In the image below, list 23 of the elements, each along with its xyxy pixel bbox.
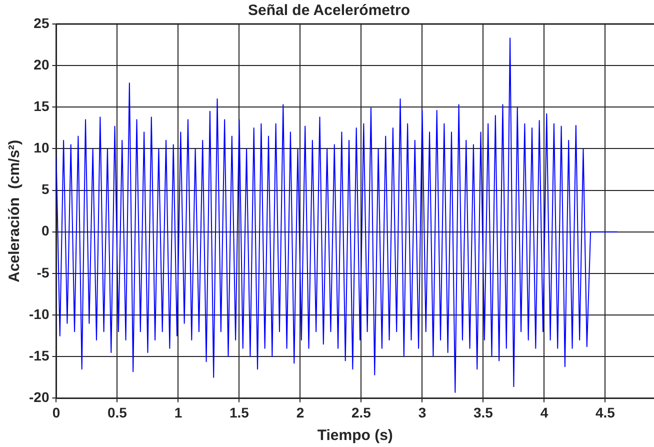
y-tick-label: 5: [41, 181, 50, 198]
x-tick-label: 2.5: [351, 404, 372, 420]
x-tick-label: 1.5: [229, 404, 250, 420]
y-tick-label: 25: [34, 14, 50, 31]
chart-title: Señal de Acelerómetro: [248, 2, 410, 20]
x-tick-label: 4.5: [595, 404, 616, 420]
y-axis-title: Aceleración (cm/s²): [6, 140, 24, 282]
x-tick-label: 0: [52, 404, 60, 420]
y-tick-label: 15: [34, 98, 50, 114]
y-tick-label: -15: [29, 347, 50, 364]
y-tick-label: -20: [29, 389, 50, 406]
y-tick-label: -10: [29, 306, 50, 322]
x-tick-label: 3.5: [473, 404, 494, 420]
y-tick-label: -5: [36, 264, 50, 280]
x-tick-label: 2: [296, 404, 304, 420]
x-tick-label: 1: [174, 404, 182, 420]
x-tick-label: 3: [418, 404, 426, 420]
x-tick-label: 0.5: [107, 404, 128, 420]
x-axis-title: Tiempo (s): [317, 427, 393, 444]
x-tick-label: 4: [540, 404, 548, 420]
y-tick-label: 20: [34, 56, 50, 72]
y-tick-label: 10: [34, 140, 50, 156]
y-tick-label: 0: [41, 222, 50, 239]
